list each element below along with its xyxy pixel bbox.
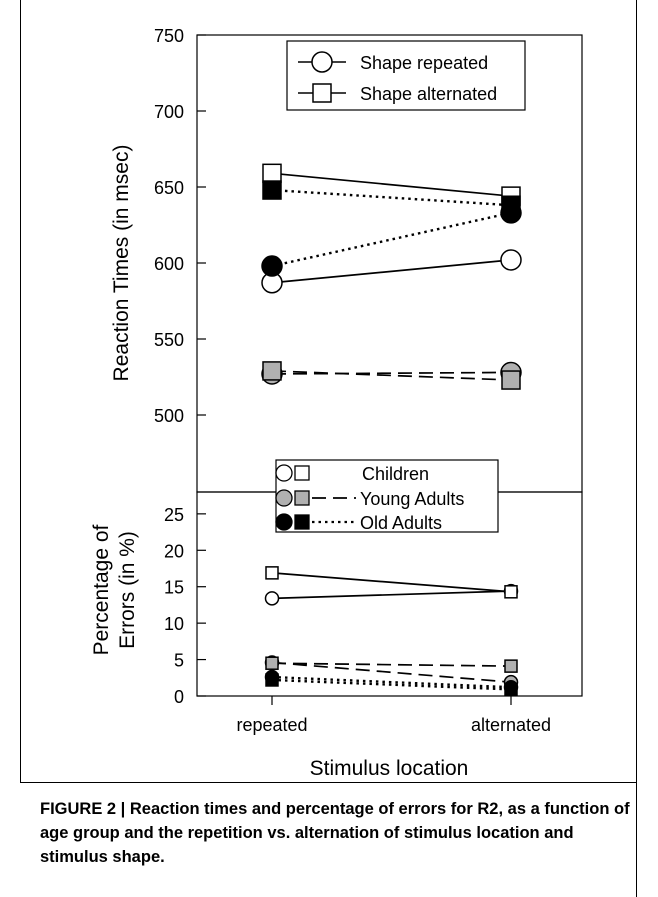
err-series-markers (264, 566, 519, 697)
frame-right-rule (636, 0, 637, 897)
err-panel: 0 5 10 15 20 25 repeated alternated Percentage… (90, 459, 583, 780)
err-children-alternated-line (271, 572, 512, 593)
err-legend-children-circle-icon (275, 464, 293, 482)
rt-legend-label-alternated: Shape alternated (360, 84, 497, 104)
err-children-repeated-point-0 (264, 591, 280, 606)
err-y-axis: 0 5 10 15 20 25 (164, 505, 206, 707)
rt-old-adults-alternated-point-1 (501, 195, 521, 215)
rt-young-adults-alternated-point-1 (501, 370, 521, 390)
err-series-lines (271, 572, 512, 691)
rt-old-adults-alternated-point-0 (262, 180, 282, 200)
err-old-adults-alternated-point-1 (504, 682, 518, 697)
rt-old-adults-repeated-point-0 (261, 255, 283, 277)
rt-children-repeated-line (271, 259, 512, 284)
err-ylabel-line2: Errors (in %) (116, 531, 139, 649)
err-xlabel: Stimulus location (310, 757, 469, 780)
rt-young-adults-repeated-line (271, 371, 512, 375)
err-old-adults-alternated-line (271, 678, 512, 691)
rt-ytick-label-750: 750 (154, 26, 184, 46)
err-legend-children-square-icon (294, 465, 310, 481)
err-legend-label-young: Young Adults (360, 489, 464, 509)
rt-legend: Shape repeated Shape alternated (286, 40, 526, 111)
err-young-adults-alternated-line (271, 662, 512, 667)
rt-old-adults-repeated-line (271, 211, 512, 268)
rt-children-alternated-point-0 (262, 163, 282, 184)
err-ytick-label-10: 10 (164, 614, 184, 634)
rt-children-repeated-point-1 (500, 249, 522, 271)
figure-caption: FIGURE 2 | Reaction times and percentage… (40, 800, 630, 866)
err-old-adults-repeated-line (271, 675, 512, 689)
err-children-repeated-line (271, 590, 512, 600)
err-children-alternated-point-0 (265, 566, 279, 580)
err-ytick-label-0: 0 (174, 687, 184, 707)
err-young-adults-alternated-point-1 (504, 659, 518, 673)
err-old-adults-alternated-point-0 (265, 673, 279, 687)
rt-children-alternated-line (271, 172, 512, 197)
err-legend-box (275, 459, 499, 533)
err-children-alternated-point-1 (504, 585, 518, 599)
err-xtick-label-repeated: repeated (236, 715, 307, 735)
rt-ytick-label-650: 650 (154, 178, 184, 198)
rt-legend-circle-icon (311, 51, 333, 73)
err-xtick-label-alternated: alternated (471, 715, 551, 735)
rt-legend-label-repeated: Shape repeated (360, 53, 488, 73)
err-legend-young-square-icon (294, 490, 310, 506)
frame-left-rule (20, 0, 21, 782)
rt-series-markers (261, 163, 522, 390)
rt-series-lines (271, 172, 512, 381)
err-ylabel-line1: Percentage of (90, 524, 113, 655)
err-legend-label-old: Old Adults (360, 513, 442, 533)
err-legend-label-children: Children (362, 464, 429, 484)
caption-divider (20, 782, 637, 783)
rt-ytick-label-600: 600 (154, 254, 184, 274)
rt-panel: 500 550 600 650 700 750 Reaction Times (in ms… (110, 26, 583, 493)
err-legend-old-circle-icon (275, 513, 293, 531)
err-ytick-label-25: 25 (164, 505, 184, 525)
rt-young-adults-alternated-line (271, 370, 512, 381)
rt-ylabel: Reaction Times (in msec) (110, 145, 133, 382)
rt-y-axis: 500 550 600 650 700 750 (154, 26, 206, 426)
rt-ytick-label-550: 550 (154, 330, 184, 350)
err-x-axis: repeated alternated (236, 696, 551, 735)
err-legend-young-circle-icon (275, 489, 293, 507)
err-ytick-label-5: 5 (174, 651, 184, 671)
err-legend: Children Young Adults Old Adults (275, 459, 499, 533)
rt-ytick-label-500: 500 (154, 406, 184, 426)
err-young-adults-alternated-point-0 (265, 656, 279, 670)
figure-chart: 500 550 600 650 700 750 Reaction Times (in ms… (90, 26, 583, 780)
rt-legend-square-icon (312, 83, 332, 103)
err-legend-old-square-icon (294, 514, 310, 530)
rt-old-adults-alternated-line (271, 188, 512, 207)
rt-ytick-label-700: 700 (154, 102, 184, 122)
err-young-adults-repeated-line (271, 661, 512, 684)
err-ytick-label-20: 20 (164, 541, 184, 561)
rt-young-adults-alternated-point-0 (262, 361, 282, 381)
err-ytick-label-15: 15 (164, 578, 184, 598)
